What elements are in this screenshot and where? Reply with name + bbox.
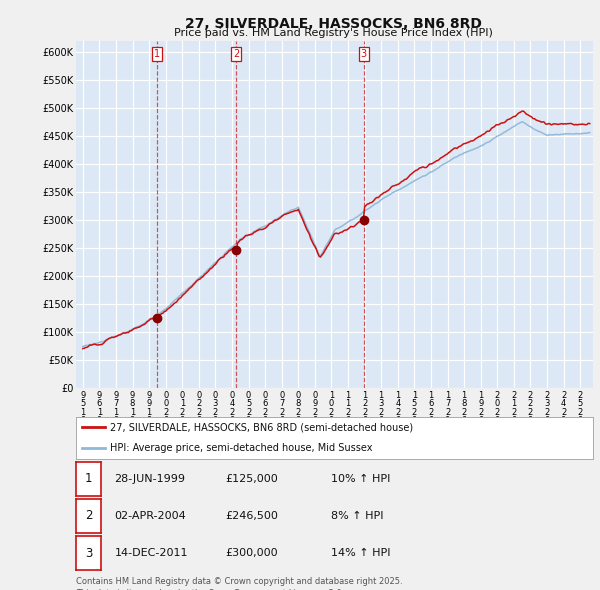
Text: £300,000: £300,000 [226, 548, 278, 558]
Text: £246,500: £246,500 [226, 511, 278, 521]
Text: 27, SILVERDALE, HASSOCKS, BN6 8RD (semi-detached house): 27, SILVERDALE, HASSOCKS, BN6 8RD (semi-… [110, 422, 413, 432]
Text: 2: 2 [233, 49, 239, 59]
Text: HPI: Average price, semi-detached house, Mid Sussex: HPI: Average price, semi-detached house,… [110, 444, 373, 453]
Text: Price paid vs. HM Land Registry's House Price Index (HPI): Price paid vs. HM Land Registry's House … [173, 28, 493, 38]
Text: 3: 3 [361, 49, 367, 59]
Text: 02-APR-2004: 02-APR-2004 [115, 511, 187, 521]
Text: 27, SILVERDALE, HASSOCKS, BN6 8RD: 27, SILVERDALE, HASSOCKS, BN6 8RD [185, 17, 481, 31]
Text: 8% ↑ HPI: 8% ↑ HPI [331, 511, 383, 521]
Text: This data is licensed under the Open Government Licence v3.0.: This data is licensed under the Open Gov… [76, 589, 344, 590]
Text: 10% ↑ HPI: 10% ↑ HPI [331, 474, 390, 484]
Text: 1: 1 [85, 472, 92, 486]
Text: Contains HM Land Registry data © Crown copyright and database right 2025.: Contains HM Land Registry data © Crown c… [76, 577, 403, 586]
Text: 2: 2 [85, 509, 92, 523]
Text: £125,000: £125,000 [226, 474, 278, 484]
Text: 14% ↑ HPI: 14% ↑ HPI [331, 548, 390, 558]
Text: 28-JUN-1999: 28-JUN-1999 [115, 474, 185, 484]
Text: 3: 3 [85, 546, 92, 560]
Text: 1: 1 [154, 49, 160, 59]
Text: 14-DEC-2011: 14-DEC-2011 [115, 548, 188, 558]
